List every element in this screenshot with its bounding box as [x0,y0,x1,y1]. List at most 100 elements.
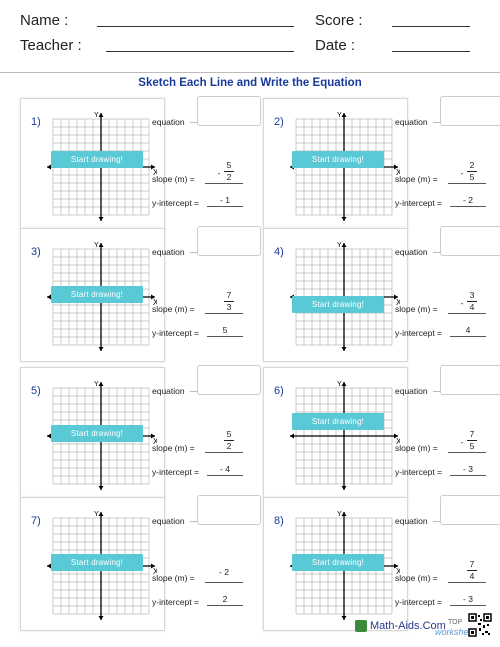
problem-7: 7) X Y Start drawing! equation slope (m) = - 2… [20,495,265,631]
y-intercept-answer-line[interactable] [207,336,243,337]
name-label: Name : [20,12,69,29]
slope-answer-line[interactable] [205,313,243,314]
y-axis-label: Y [94,511,99,518]
equation-label: equation [395,386,428,396]
name-line[interactable] [97,26,294,27]
y-intercept-label: y-intercept = [395,198,443,208]
start-drawing-button[interactable]: Start drawing! [292,413,384,430]
start-drawing-button[interactable]: Start drawing! [292,296,384,313]
slope-label: slope (m) = [152,573,195,583]
start-drawing-button[interactable]: Start drawing! [292,151,384,168]
coordinate-grid[interactable]: XY [288,378,400,494]
slope-answer-line[interactable] [205,582,243,583]
fraction-bar [467,570,477,571]
x-axis-label: X [153,567,157,576]
y-axis-label: Y [337,511,342,518]
x-axis-label: X [153,298,157,307]
header-divider [0,72,500,73]
y-intercept-label: y-intercept = [152,597,200,607]
score-line[interactable] [392,26,470,27]
slope-answer-line[interactable] [205,452,243,453]
equation-input[interactable] [197,365,261,395]
slope-answer-line[interactable] [448,313,486,314]
y-axis-label: Y [337,381,342,388]
equation-input[interactable] [440,495,500,525]
graph-card: 4) X Y Start drawing! [263,228,408,362]
graph-card: 2) X Y Start drawing! [263,98,408,232]
teacher-line[interactable] [106,51,294,52]
y-intercept-label: y-intercept = [152,198,200,208]
problem-number: 8) [274,515,284,527]
y-intercept-answer-line[interactable] [450,605,486,606]
slope-answer-line[interactable] [448,452,486,453]
x-axis-label: X [396,437,400,446]
date-line[interactable] [392,51,470,52]
start-drawing-button[interactable]: Start drawing! [51,554,143,571]
problem-1: 1) X Y Start drawing! equation slope (m) = -5 2… [20,96,265,232]
equation-input[interactable] [197,495,261,525]
slope-numerator: 5 [226,429,232,439]
slope-sign: - [460,437,464,447]
y-intercept-answer-line[interactable] [207,605,243,606]
problem-number: 1) [31,116,41,128]
equation-label: equation [152,247,185,257]
start-drawing-button[interactable]: Start drawing! [51,151,143,168]
slope-sign: - [460,298,464,308]
equation-input[interactable] [440,226,500,256]
slope-answer-line[interactable] [448,183,486,184]
slope-denominator: 5 [469,172,475,182]
slope-denominator: 4 [469,571,475,581]
slope-label: slope (m) = [395,443,438,453]
slope-numerator: 7 [469,559,475,569]
y-intercept-answer-line[interactable] [207,206,243,207]
equation-input[interactable] [440,96,500,126]
y-intercept-label: y-intercept = [395,467,443,477]
problem-6: 6) X Y Start drawing! equation slope (m) = -7 5… [263,365,500,501]
slope-numerator: 5 [226,160,232,170]
slope-denominator: 5 [469,441,475,451]
y-intercept-label: y-intercept = [152,467,200,477]
y-intercept-value: - 4 [220,464,230,474]
slope-denominator: 2 [226,441,232,451]
slope-numerator: 7 [469,429,475,439]
slope-denominator: 3 [226,302,232,312]
slope-answer-line[interactable] [205,183,243,184]
y-intercept-value: 4 [465,325,471,335]
y-axis-label: Y [337,112,342,119]
y-axis-label: Y [94,112,99,119]
problem-number: 4) [274,246,284,258]
y-intercept-value: - 3 [463,464,473,474]
graph-card: 1) X Y Start drawing! [20,98,165,232]
start-drawing-button[interactable]: Start drawing! [292,554,384,571]
math-aids-logo: Math-Aids.Com [355,620,446,633]
score-label: Score : [315,12,363,29]
teacher-label: Teacher : [20,37,82,54]
problem-number: 7) [31,515,41,527]
slope-denominator: 4 [469,302,475,312]
y-intercept-label: y-intercept = [395,597,443,607]
equation-input[interactable] [197,226,261,256]
slope-answer-line[interactable] [448,582,486,583]
equation-input[interactable] [440,365,500,395]
problem-3: 3) X Y Start drawing! equation slope (m) = 7 3 y… [20,226,265,362]
y-intercept-answer-line[interactable] [450,206,486,207]
x-axis-label: X [396,168,400,177]
slope-denominator: 2 [226,172,232,182]
start-drawing-button[interactable]: Start drawing! [51,425,143,442]
x-axis-label: X [396,298,400,307]
equation-input[interactable] [197,96,261,126]
equation-label: equation [152,386,185,396]
graph-card: 7) X Y Start drawing! [20,497,165,631]
problem-number: 6) [274,385,284,397]
y-intercept-answer-line[interactable] [450,336,486,337]
equation-label: equation [395,247,428,257]
y-axis-label: Y [94,381,99,388]
y-intercept-answer-line[interactable] [450,475,486,476]
graph-card: 8) X Y Start drawing! [263,497,408,631]
y-intercept-answer-line[interactable] [207,475,243,476]
x-axis-label: X [153,168,157,177]
slope-numerator: 7 [226,290,232,300]
graph-card: 5) X Y Start drawing! [20,367,165,501]
start-drawing-button[interactable]: Start drawing! [51,286,143,303]
y-intercept-value: 2 [222,594,228,604]
